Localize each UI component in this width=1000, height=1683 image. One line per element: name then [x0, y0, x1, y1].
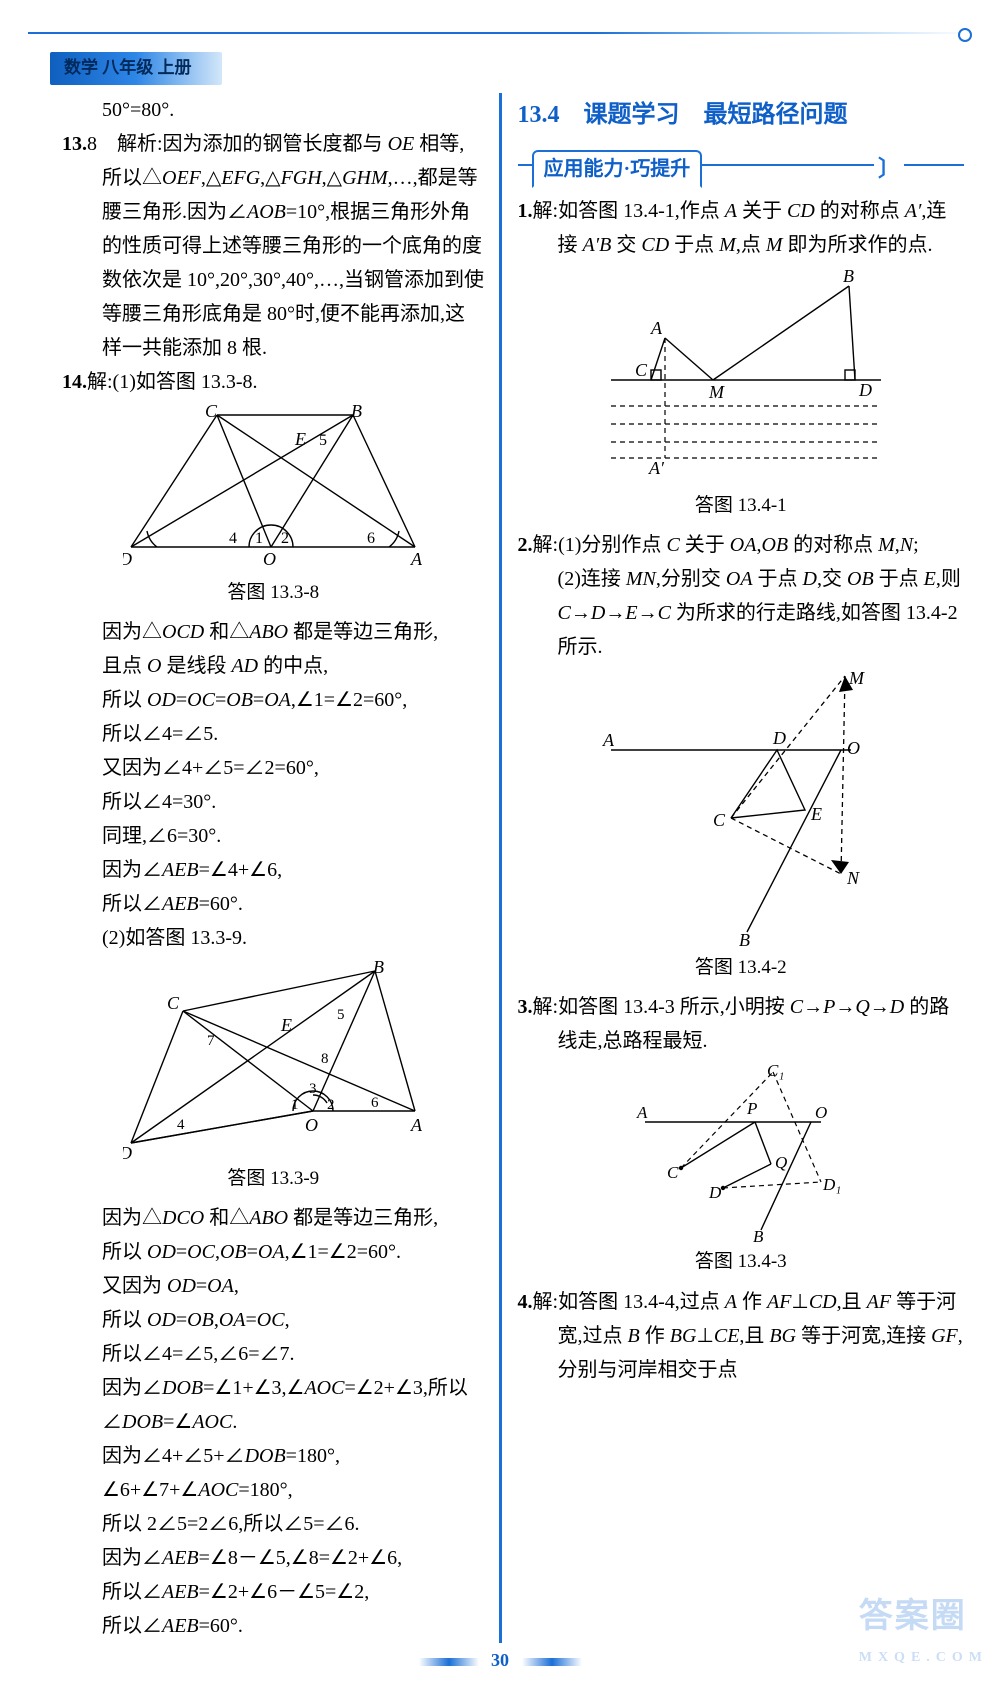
svg-text:1: 1	[255, 530, 263, 547]
header-label: 数学 八年级 上册	[28, 50, 972, 85]
q3-head: 3.解:如答图 13.4-3 所示,小明按 C→P→Q→D 的路线走,总路程最短…	[518, 990, 964, 1058]
svg-text:B: B	[753, 1227, 764, 1244]
svg-text:B: B	[739, 930, 750, 950]
figure-13-3-9: D O A C B E 4 1 2 3 5 6 7 8	[123, 961, 423, 1161]
page-number: 30	[491, 1650, 509, 1670]
section-title: 13.4 课题学习 最短路径问题	[518, 95, 964, 136]
svg-text:7: 7	[207, 1033, 215, 1049]
figure-13-4-3: A O P C Q D B C₁ D₁	[631, 1064, 851, 1244]
svg-text:3: 3	[309, 1081, 317, 1097]
svg-text:P: P	[746, 1099, 757, 1118]
svg-text:C: C	[713, 810, 726, 830]
bracket-label: 应用能力·巧提升 〕	[518, 146, 964, 182]
figure-13-4-2: A O D E C B M N	[591, 670, 891, 950]
svg-text:2: 2	[327, 1097, 335, 1113]
svg-text:B: B	[843, 268, 854, 286]
footer-bar-left	[419, 1658, 479, 1666]
svg-text:A: A	[636, 1103, 648, 1122]
svg-text:5: 5	[337, 1007, 345, 1023]
svg-text:E: E	[280, 1015, 292, 1035]
svg-text:C: C	[205, 405, 218, 421]
p14-lines: 因为△OCD 和△ABO 都是等边三角形, 且点 O 是线段 AD 的中点, 所…	[62, 615, 485, 955]
svg-text:O: O	[263, 549, 276, 569]
svg-text:D: D	[858, 380, 872, 400]
bracket-endcap: 〕	[874, 150, 904, 187]
figcap-13-4-1: 答图 13.4-1	[518, 490, 964, 522]
svg-text:O: O	[815, 1103, 827, 1122]
svg-text:O: O	[847, 738, 860, 758]
figcap-13-4-3: 答图 13.4-3	[518, 1246, 964, 1278]
p14b-lines: 因为△DCO 和△ABO 都是等边三角形, 所以 OD=OC,OB=OA,∠1=…	[62, 1201, 485, 1643]
svg-text:D: D	[708, 1183, 722, 1202]
header-rule	[28, 20, 972, 48]
left-column: 50°=80°. 13.13.8 解析:因为添加的钢管长度都与 OE 相等,8 …	[28, 93, 499, 1644]
bracket-text: 应用能力·巧提升	[532, 150, 703, 188]
svg-text:A: A	[602, 730, 615, 750]
svg-text:B: B	[373, 961, 384, 977]
p13-body: 所以△OEF,△EFG,△FGH,△GHM,…,都是等腰三角形.因为∠AOB=1…	[62, 161, 485, 365]
svg-text:6: 6	[367, 530, 375, 547]
figcap-13-4-2: 答图 13.4-2	[518, 952, 964, 984]
figcap-13-3-8: 答图 13.3-8	[62, 577, 485, 609]
p14-head: 14.解:(1)如答图 13.3-8.	[62, 365, 485, 399]
svg-text:4: 4	[177, 1117, 185, 1133]
figcap-13-3-9: 答图 13.3-9	[62, 1163, 485, 1195]
right-column: 13.4 课题学习 最短路径问题 应用能力·巧提升 〕 1.解:如答图 13.4…	[502, 93, 972, 1644]
header-dot	[958, 28, 972, 42]
svg-text:B: B	[351, 405, 362, 421]
svg-text:5: 5	[319, 432, 327, 449]
svg-text:D: D	[123, 549, 132, 569]
header-line	[28, 32, 972, 34]
q2-body: (2)连接 MN,分别交 OA 于点 D,交 OB 于点 E,则 C→D→E→C…	[518, 562, 964, 664]
svg-text:4: 4	[229, 530, 237, 547]
svg-text:1: 1	[291, 1097, 299, 1113]
p13-num: 13.	[62, 133, 87, 155]
svg-text:Q: Q	[775, 1153, 787, 1172]
svg-text:A: A	[650, 318, 663, 338]
svg-text:2: 2	[281, 530, 289, 547]
svg-text:C: C	[167, 993, 180, 1013]
svg-text:D: D	[772, 728, 786, 748]
svg-text:8: 8	[321, 1051, 329, 1067]
svg-text:6: 6	[371, 1095, 379, 1111]
svg-text:E: E	[810, 804, 822, 824]
svg-text:N: N	[846, 868, 860, 888]
svg-text:A: A	[410, 1115, 423, 1135]
svg-text:C: C	[667, 1163, 679, 1182]
svg-text:M: M	[848, 670, 865, 688]
l-line1: 50°=80°.	[62, 93, 485, 127]
p14-num: 14.	[62, 371, 87, 393]
svg-text:D: D	[123, 1143, 132, 1161]
svg-text:D₁: D₁	[822, 1175, 841, 1194]
svg-text:C: C	[635, 360, 648, 380]
q2-head: 2.解:(1)分别作点 C 关于 OA,OB 的对称点 M,N;	[518, 528, 964, 562]
svg-text:A: A	[410, 549, 423, 569]
page-footer: 30	[0, 1645, 1000, 1676]
book-title: 数学 八年级 上册	[50, 52, 222, 85]
svg-text:M: M	[708, 382, 725, 402]
p13-head: 13.13.8 解析:因为添加的钢管长度都与 OE 相等,8 解析:因为添加的钢…	[62, 127, 485, 161]
q4-head: 4.解:如答图 13.4-4,过点 A 作 AF⊥CD,且 AF 等于河宽,过点…	[518, 1285, 964, 1387]
footer-bar-right	[522, 1658, 582, 1666]
svg-text:E: E	[294, 429, 306, 449]
svg-text:O: O	[305, 1115, 318, 1135]
figure-13-3-8: D O A C B E 4 1 2 6 5	[123, 405, 423, 575]
svg-text:A′: A′	[648, 458, 665, 478]
figure-13-4-1: A C M D B A′	[591, 268, 891, 488]
svg-text:C₁: C₁	[767, 1064, 784, 1080]
q1-head: 1.解:如答图 13.4-1,作点 A 关于 CD 的对称点 A′,连接 A′B…	[518, 194, 964, 262]
